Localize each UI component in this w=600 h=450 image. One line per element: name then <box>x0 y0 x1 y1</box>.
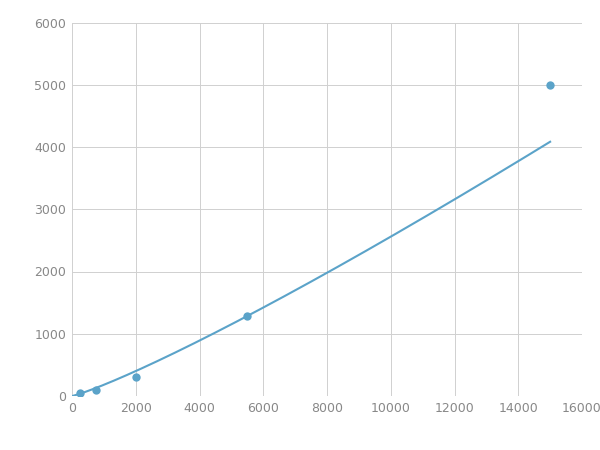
Point <box>545 81 555 88</box>
Point <box>131 373 140 380</box>
Point <box>242 313 252 320</box>
Point <box>91 386 101 393</box>
Point <box>75 389 85 396</box>
